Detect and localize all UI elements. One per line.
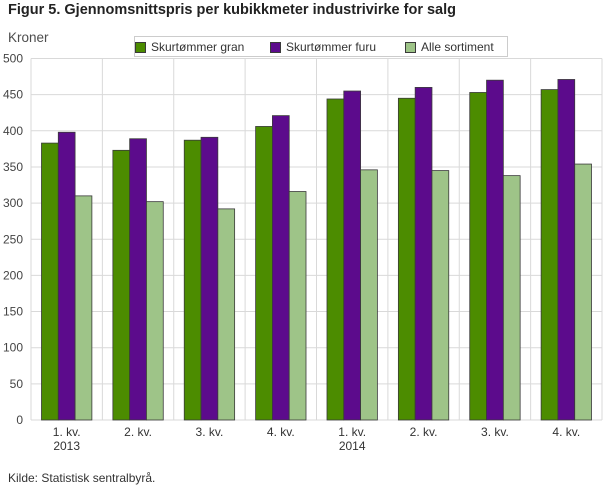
svg-text:350: 350 [3,160,23,174]
svg-text:200: 200 [3,268,23,282]
svg-text:450: 450 [3,88,23,102]
svg-text:2. kv.: 2. kv. [410,425,438,439]
svg-text:4. kv.: 4. kv. [552,425,580,439]
svg-text:2. kv.: 2. kv. [124,425,152,439]
svg-text:100: 100 [3,341,23,355]
svg-text:300: 300 [3,196,23,210]
svg-text:500: 500 [3,52,23,66]
svg-text:3. kv.: 3. kv. [481,425,509,439]
svg-text:250: 250 [3,232,23,246]
svg-text:1. kv.: 1. kv. [338,425,366,439]
svg-text:2014: 2014 [339,439,366,453]
svg-text:1. kv.: 1. kv. [53,425,81,439]
svg-text:50: 50 [10,377,24,391]
svg-text:400: 400 [3,124,23,138]
svg-text:3. kv.: 3. kv. [196,425,224,439]
svg-text:0: 0 [16,413,23,427]
svg-text:150: 150 [3,305,23,319]
svg-text:4. kv.: 4. kv. [267,425,295,439]
svg-text:2013: 2013 [53,439,80,453]
